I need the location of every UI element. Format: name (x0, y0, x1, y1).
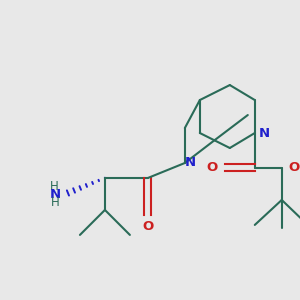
Text: N: N (184, 157, 195, 169)
Text: N: N (50, 188, 61, 202)
Text: O: O (288, 161, 299, 175)
Text: O: O (206, 161, 218, 175)
Text: H: H (50, 181, 58, 194)
Text: O: O (142, 220, 154, 233)
Text: N: N (259, 127, 270, 140)
Text: H: H (51, 196, 59, 209)
